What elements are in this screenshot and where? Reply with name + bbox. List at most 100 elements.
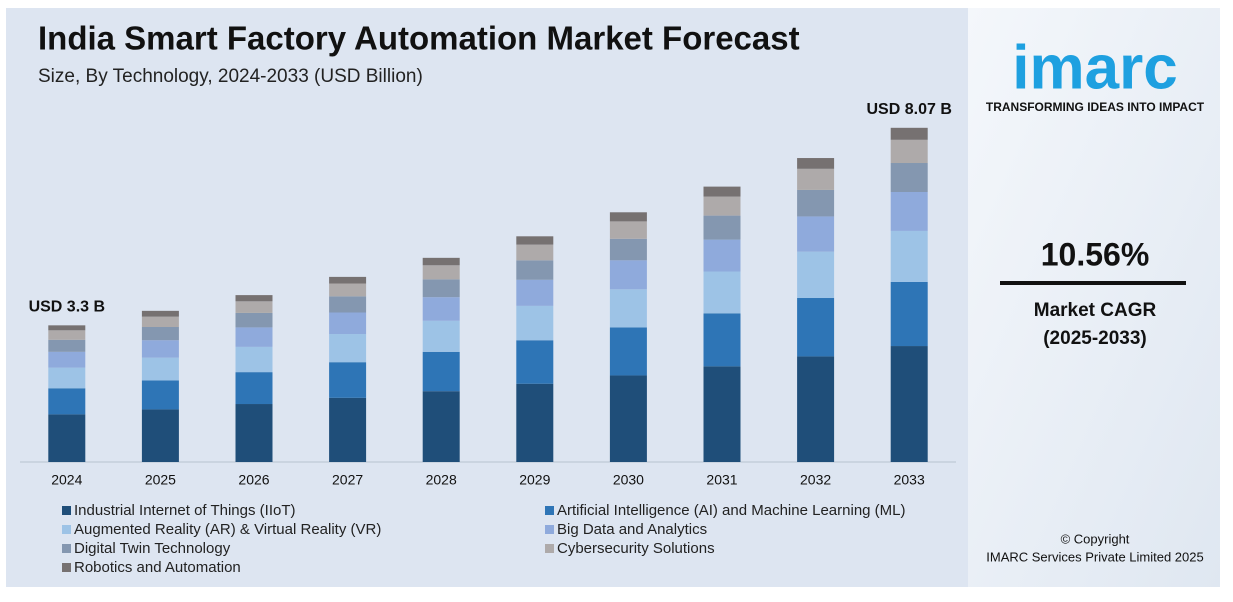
- bar-segment: [422, 320, 460, 352]
- bar-segment: [609, 212, 647, 222]
- bar-segment: [516, 279, 554, 306]
- bar-segment: [48, 414, 86, 462]
- bar-segment: [235, 312, 273, 328]
- bar-segment: [329, 362, 367, 398]
- legend-swatch: [545, 506, 554, 515]
- bar-segment: [48, 339, 86, 352]
- divider: [1000, 281, 1186, 285]
- bar-segment: [235, 346, 273, 373]
- logo: imarc: [1012, 33, 1177, 102]
- bar-segment: [516, 244, 554, 261]
- bar-segment: [48, 367, 86, 389]
- x-tick-label: 2024: [51, 472, 82, 488]
- x-tick-label: 2032: [800, 472, 831, 488]
- company: IMARC Services Private Limited 2025: [986, 549, 1203, 564]
- bar-segment: [422, 297, 460, 321]
- legend-swatch: [62, 525, 71, 534]
- bar-segment: [609, 260, 647, 290]
- bar-segment: [703, 366, 741, 462]
- bar-segment: [797, 216, 835, 252]
- bar-segment: [797, 189, 835, 217]
- bar-segment: [516, 260, 554, 280]
- bar-segment: [703, 239, 741, 272]
- x-tick-label: 2026: [238, 472, 269, 488]
- bar-segment: [329, 296, 367, 313]
- legend-label: Cybersecurity Solutions: [557, 540, 715, 557]
- bar-segment: [422, 265, 460, 280]
- bar-segment: [422, 279, 460, 298]
- bar-segment: [890, 191, 928, 231]
- copyright: © Copyright: [1061, 531, 1130, 546]
- bar-segment: [703, 271, 741, 314]
- bar-segment: [609, 327, 647, 376]
- tagline: TRANSFORMING IDEAS INTO IMPACT: [986, 100, 1205, 114]
- bar-segment: [703, 196, 741, 216]
- bar-segment: [797, 158, 835, 169]
- bar-segment: [235, 295, 273, 302]
- bar-segment: [329, 283, 367, 297]
- bar-segment: [890, 127, 928, 140]
- bar-segment: [141, 357, 179, 381]
- bar-segment: [235, 301, 273, 313]
- bar-segment: [48, 325, 86, 331]
- bar-segment: [516, 340, 554, 384]
- bar-segment: [329, 312, 367, 335]
- bar-segment: [609, 289, 647, 328]
- x-tick-label: 2033: [894, 472, 925, 488]
- bar-segment: [235, 372, 273, 405]
- chart-subtitle: Size, By Technology, 2024-2033 (USD Bill…: [38, 66, 423, 87]
- bar-segment: [890, 139, 928, 164]
- legend-swatch: [545, 544, 554, 553]
- bar-segment: [516, 305, 554, 341]
- bar-segment: [235, 327, 273, 347]
- bar-segment: [422, 257, 460, 266]
- bar-segment: [609, 238, 647, 261]
- bar-segment: [797, 251, 835, 299]
- x-tick-label: 2030: [613, 472, 644, 488]
- bar-segment: [422, 351, 460, 392]
- x-tick-label: 2027: [332, 472, 363, 488]
- legend-label: Big Data and Analytics: [557, 521, 707, 538]
- bar-segment: [890, 230, 928, 282]
- sidebar-panel: [968, 8, 1220, 587]
- bar-segment: [516, 383, 554, 462]
- cagr-value: 10.56%: [1041, 236, 1150, 272]
- bar-segment: [235, 404, 273, 462]
- bar-segment: [609, 221, 647, 239]
- legend-label: Artificial Intelligence (AI) and Machine…: [557, 502, 906, 519]
- bar-segment: [329, 276, 367, 284]
- bar-segment: [141, 409, 179, 462]
- bar-segment: [797, 298, 835, 357]
- legend-swatch: [545, 525, 554, 534]
- bar-segment: [141, 380, 179, 410]
- cagr-period: (2025-2033): [1043, 328, 1147, 349]
- bar-segment: [516, 236, 554, 245]
- x-tick-label: 2029: [519, 472, 550, 488]
- bar-segment: [609, 375, 647, 462]
- bar-segment: [797, 168, 835, 190]
- bar-segment: [703, 186, 741, 197]
- bar-segment: [890, 281, 928, 347]
- legend-swatch: [62, 506, 71, 515]
- bar-segment: [329, 334, 367, 363]
- legend-swatch: [62, 563, 71, 572]
- bar-segment: [422, 391, 460, 462]
- bar-segment: [703, 215, 741, 240]
- bar-segment: [141, 316, 179, 327]
- chart-title: India Smart Factory Automation Market Fo…: [38, 20, 800, 57]
- bar-segment: [890, 346, 928, 462]
- legend-label: Digital Twin Technology: [74, 540, 231, 557]
- legend-swatch: [62, 544, 71, 553]
- x-tick-label: 2025: [145, 472, 176, 488]
- x-tick-label: 2031: [706, 472, 737, 488]
- bar-segment: [329, 397, 367, 462]
- cagr-label: Market CAGR: [1034, 300, 1157, 321]
- bar-segment: [48, 330, 86, 340]
- bar-segment: [703, 313, 741, 367]
- bar-segment: [141, 310, 179, 317]
- bar-segment: [890, 163, 928, 192]
- bar-segment: [48, 351, 86, 368]
- legend-label: Robotics and Automation: [74, 559, 241, 576]
- x-tick-label: 2028: [426, 472, 457, 488]
